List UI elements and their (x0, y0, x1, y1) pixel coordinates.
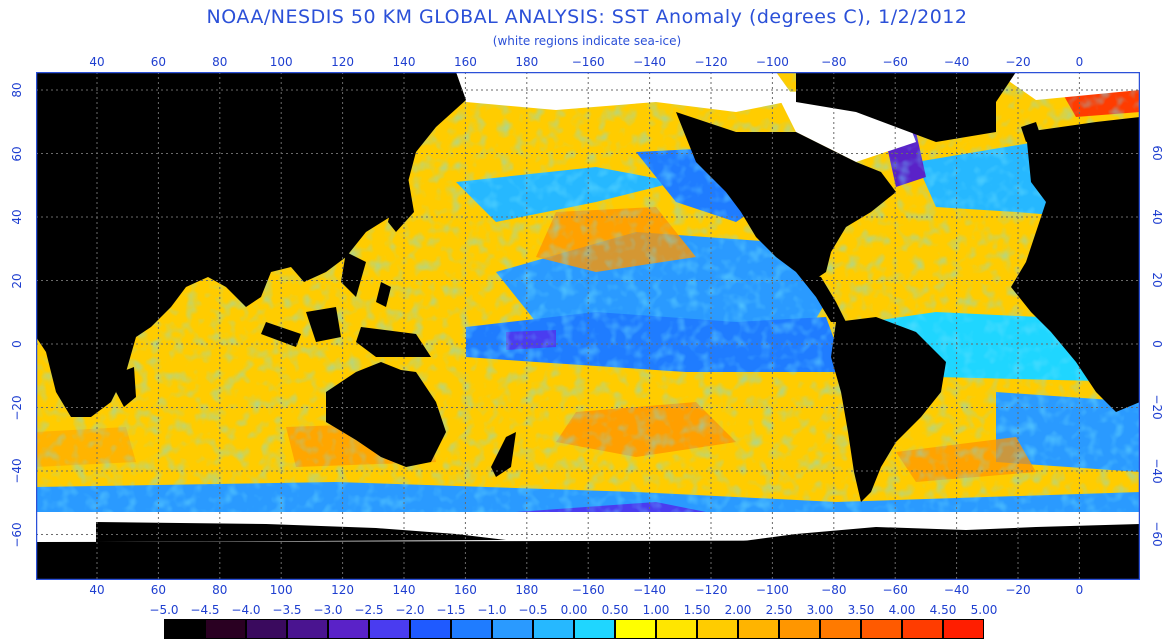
top-lon-label: −160 (571, 55, 605, 69)
top-lon-label: 120 (331, 55, 355, 69)
legend-tick-label: 0.50 (601, 603, 629, 617)
top-lon-label: 140 (392, 55, 416, 69)
bottom-lon-label: −60 (882, 583, 908, 597)
legend-tick-label: 1.00 (642, 603, 670, 617)
map-subtitle: (white regions indicate sea-ice) (492, 34, 682, 48)
legend-color-swatch (328, 619, 369, 639)
left-lat-label: −40 (10, 458, 24, 484)
legend-color-swatch (492, 619, 533, 639)
legend-color-swatch (779, 619, 820, 639)
bottom-lon-label: 0 (1075, 583, 1084, 597)
legend-color-swatch (451, 619, 492, 639)
legend-color-swatch (287, 619, 328, 639)
top-lon-label: −20 (1005, 55, 1031, 69)
legend-color-swatch (369, 619, 410, 639)
legend-color-swatch (246, 619, 287, 639)
right-lat-label: 40 (1150, 208, 1164, 225)
legend-tick-label: −2.0 (395, 603, 425, 617)
legend-tick-label: 2.00 (724, 603, 752, 617)
legend-color-swatch (533, 619, 574, 639)
legend-tick-label: 3.00 (806, 603, 834, 617)
top-lon-label: −120 (694, 55, 728, 69)
legend-tick-label: 1.50 (683, 603, 711, 617)
legend-color-swatch (205, 619, 246, 639)
top-lon-label: 40 (89, 55, 105, 69)
legend-color-swatch (410, 619, 451, 639)
left-lat-label: 80 (10, 82, 24, 98)
map-frame (36, 72, 1140, 580)
legend-color-swatch (574, 619, 615, 639)
legend-tick-label: 2.50 (765, 603, 793, 617)
top-lon-label: 180 (515, 55, 539, 69)
right-lat-label: −20 (1150, 394, 1164, 420)
legend-color-swatch (943, 619, 984, 639)
legend-tick-label: −4.0 (231, 603, 261, 617)
left-lat-label: −20 (10, 394, 24, 421)
legend-color-swatch (738, 619, 779, 639)
graticule-grid (36, 72, 1140, 580)
bottom-lon-label: 180 (515, 583, 539, 597)
legend-color-swatch (656, 619, 697, 639)
legend-tick-label: 5.00 (970, 603, 998, 617)
legend-color-swatch (164, 619, 205, 639)
legend-color-swatch (820, 619, 861, 639)
legend-tick-label: 0.00 (560, 603, 588, 617)
sst-anomaly-map (36, 72, 1140, 580)
right-lat-label: 0 (1150, 339, 1164, 348)
legend-tick-label: −0.5 (518, 603, 548, 617)
bottom-lon-label: −40 (943, 583, 970, 597)
top-lon-label: −100 (755, 55, 789, 69)
bottom-lon-label: −160 (571, 583, 605, 597)
legend-tick-label: 3.50 (847, 603, 875, 617)
legend-tick-label: −5.0 (149, 603, 179, 617)
top-lon-label: −140 (633, 55, 667, 69)
legend-color-swatch (697, 619, 738, 639)
top-lon-label: −40 (943, 55, 970, 69)
top-lon-label: 60 (150, 55, 167, 69)
left-lat-label: 20 (10, 272, 24, 289)
bottom-lon-label: 60 (150, 583, 167, 597)
legend-tick-label: −1.0 (477, 603, 507, 617)
legend-color-swatch (902, 619, 943, 639)
land-masses (36, 72, 1140, 580)
bottom-lon-label: −140 (633, 583, 667, 597)
bottom-lon-label: 100 (269, 583, 293, 597)
legend-color-swatch (861, 619, 902, 639)
right-lat-label: −40 (1150, 457, 1164, 484)
map-title: NOAA/NESDIS 50 KM GLOBAL ANALYSIS: SST A… (206, 6, 968, 28)
bottom-lon-label: 40 (89, 583, 105, 597)
top-lon-label: −60 (882, 55, 908, 69)
legend-tick-label: −1.5 (436, 603, 466, 617)
bottom-lon-label: −80 (821, 583, 847, 597)
right-lat-label: 60 (1150, 145, 1164, 161)
legend-tick-label: −3.0 (313, 603, 343, 617)
legend-tick-label: 4.00 (888, 603, 916, 617)
bottom-lon-label: −120 (694, 583, 728, 597)
bottom-lon-label: −20 (1005, 583, 1031, 597)
top-lon-label: 100 (269, 55, 293, 69)
top-lon-label: 80 (212, 55, 228, 69)
right-lat-label: −60 (1150, 521, 1164, 547)
top-lon-label: −80 (821, 55, 847, 69)
left-lat-label: 0 (10, 340, 24, 348)
right-lat-label: 20 (1150, 272, 1164, 288)
bottom-lon-label: 120 (331, 583, 355, 597)
bottom-lon-label: 140 (392, 583, 416, 597)
bottom-lon-label: 160 (453, 583, 477, 597)
bottom-lon-label: −100 (755, 583, 789, 597)
left-lat-label: 60 (10, 145, 24, 162)
left-lat-label: 40 (10, 209, 24, 225)
legend-tick-label: 4.50 (929, 603, 957, 617)
top-lon-label: 160 (453, 55, 477, 69)
top-lon-label: 0 (1075, 55, 1084, 69)
bottom-lon-label: 80 (212, 583, 228, 597)
left-lat-label: −60 (10, 521, 24, 548)
legend-tick-label: −3.5 (272, 603, 302, 617)
legend-tick-label: −4.5 (190, 603, 220, 617)
legend-tick-label: −2.5 (354, 603, 384, 617)
legend-color-swatch (615, 619, 656, 639)
